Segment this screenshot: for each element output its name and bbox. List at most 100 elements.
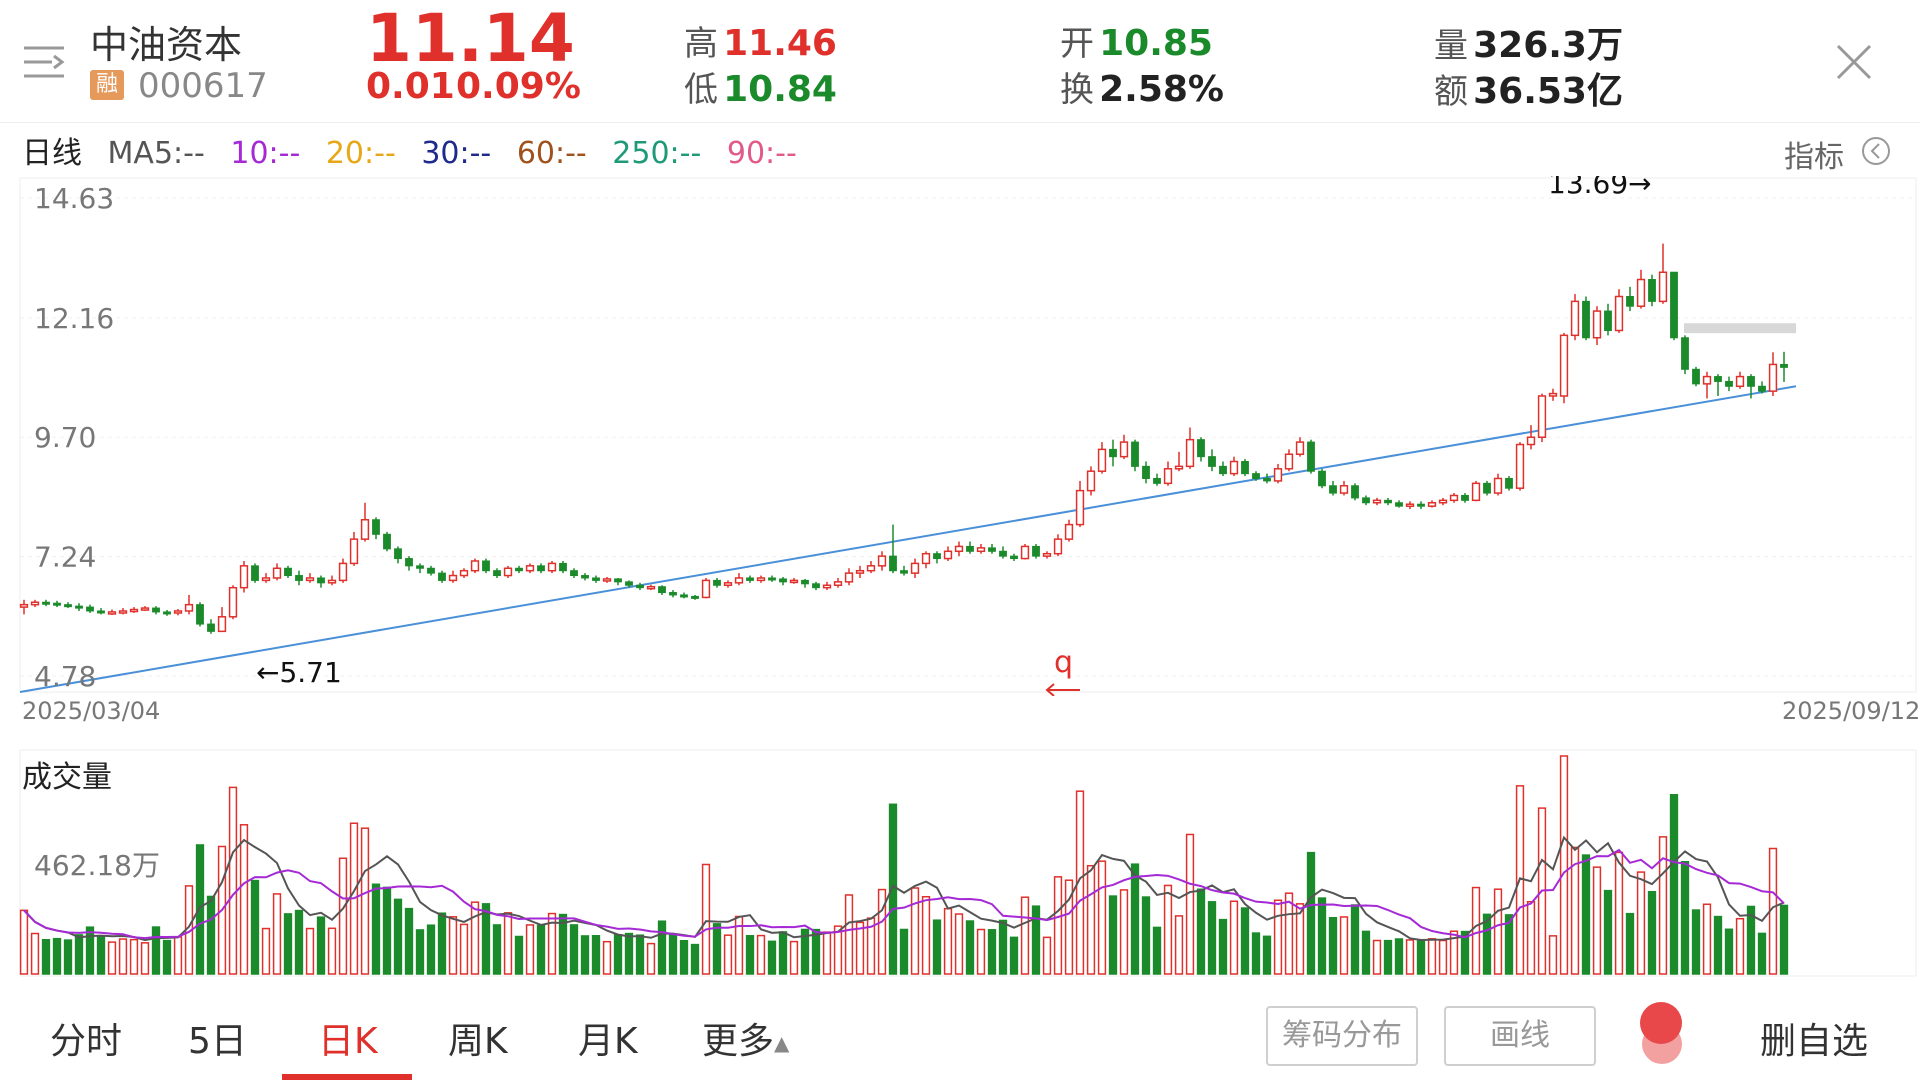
candle xyxy=(1592,306,1602,346)
trendline xyxy=(19,385,1797,693)
volume-bar xyxy=(1669,794,1679,975)
volume-bar xyxy=(1493,888,1503,975)
menu-icon[interactable] xyxy=(24,42,68,82)
candle xyxy=(1329,480,1337,496)
chip-marker[interactable]: q xyxy=(1045,645,1080,696)
volume-bar xyxy=(426,924,436,975)
candle xyxy=(1185,427,1195,469)
candle-body xyxy=(327,579,337,584)
candle-body xyxy=(1658,271,1668,303)
candle-body xyxy=(284,567,292,577)
tab-daily-k[interactable]: 日K xyxy=(318,1021,378,1062)
delete-favorite-button[interactable]: 删自选 xyxy=(1760,1021,1869,1062)
candle-body xyxy=(812,583,820,589)
candle xyxy=(1153,473,1161,486)
candle xyxy=(140,606,150,611)
candle-body xyxy=(503,567,513,577)
volume-bar xyxy=(415,929,425,975)
candle-body xyxy=(196,604,204,625)
volume-bar xyxy=(173,936,183,975)
volume-bar xyxy=(1460,930,1470,975)
close-icon[interactable] xyxy=(1834,42,1874,82)
candle-body xyxy=(1395,502,1403,507)
volume-bar xyxy=(1273,899,1283,975)
volume-bar xyxy=(998,919,1008,975)
candle-body xyxy=(383,533,391,550)
candle xyxy=(602,577,612,583)
candle xyxy=(1438,497,1448,506)
volume-bar xyxy=(811,928,821,975)
candle xyxy=(1735,371,1745,389)
candle xyxy=(1020,544,1030,560)
candle xyxy=(1384,497,1392,506)
volume-chart[interactable] xyxy=(0,748,1920,980)
date-start-label: 2025/03/04 xyxy=(22,697,161,725)
tab-monthly-k[interactable]: 月K xyxy=(578,1021,638,1062)
open-value: 10.85 xyxy=(1099,23,1213,64)
tab-5day[interactable]: 5日 xyxy=(188,1021,247,1062)
volume-bar xyxy=(1405,939,1415,975)
candle xyxy=(999,546,1007,559)
volume-bar xyxy=(74,934,84,975)
chip-distribution-button[interactable]: 筹码分布 xyxy=(1266,1006,1418,1066)
kline-chart[interactable]: 14.63 12.16 9.70 7.24 4.78 13.69→ ←5.71 q xyxy=(0,176,1920,696)
tab-intraday[interactable]: 分时 xyxy=(50,1021,123,1062)
volume-frame xyxy=(19,749,1917,977)
volume-bar xyxy=(1229,900,1239,975)
tab-more[interactable]: 更多▲ xyxy=(702,1012,789,1064)
candle-body xyxy=(416,565,424,569)
candle xyxy=(184,594,194,615)
candle-body xyxy=(1372,499,1382,504)
candle-body xyxy=(1702,375,1712,385)
support-trendline xyxy=(19,385,1797,693)
candle xyxy=(900,565,908,576)
tab-weekly-k[interactable]: 周K xyxy=(448,1021,508,1062)
turnover-label: 换 xyxy=(1060,70,1094,110)
candle xyxy=(1395,500,1403,508)
volume-bar xyxy=(569,924,579,975)
candle-body xyxy=(1417,503,1425,507)
candle-body xyxy=(1614,295,1624,332)
volume-bar xyxy=(635,934,645,975)
volume-stat: 量 326.3万 xyxy=(1434,16,1623,68)
open-stat: 开 10.85 xyxy=(1060,16,1213,65)
candle-body xyxy=(525,565,535,572)
volume-bar xyxy=(1075,790,1085,975)
candle-body xyxy=(1032,545,1040,557)
volume-bar xyxy=(1361,930,1371,975)
volume-bar xyxy=(1691,909,1701,975)
candle-body xyxy=(1515,443,1525,489)
volume-bar xyxy=(800,928,810,975)
candle-body xyxy=(1692,368,1700,385)
price-axis-labels: 14.63 12.16 9.70 7.24 4.78 xyxy=(34,182,114,693)
candle-body xyxy=(1681,337,1689,370)
candle-body xyxy=(768,577,776,581)
candle xyxy=(1537,393,1547,443)
candle xyxy=(284,565,292,578)
low-value: 10.84 xyxy=(723,69,837,110)
volume-bar xyxy=(756,934,766,975)
candle-body xyxy=(470,560,480,572)
indicator-button[interactable]: 指标 xyxy=(1784,140,1844,175)
chevron-left-icon[interactable] xyxy=(1860,135,1892,167)
volume-bar xyxy=(437,912,447,975)
candle xyxy=(1064,519,1074,542)
volume-bar xyxy=(393,898,403,975)
candle-body xyxy=(976,547,986,553)
volume-bar xyxy=(294,909,304,975)
volume-bar xyxy=(448,916,458,975)
volume-bar xyxy=(85,926,95,975)
candle-body xyxy=(1483,482,1491,494)
volume-bar xyxy=(833,925,843,975)
draw-line-button[interactable]: 画线 xyxy=(1444,1006,1596,1066)
ma250-label: 250:-- xyxy=(612,136,702,171)
volume-bar xyxy=(1119,889,1129,975)
candle-body xyxy=(1570,300,1580,337)
candle-body xyxy=(1449,494,1459,502)
volume-bar xyxy=(1086,864,1096,975)
record-icon[interactable] xyxy=(1640,1002,1682,1044)
volume-bar xyxy=(1031,905,1041,975)
candle xyxy=(1010,553,1018,561)
gray-band xyxy=(1684,323,1796,334)
candle xyxy=(1263,473,1271,484)
